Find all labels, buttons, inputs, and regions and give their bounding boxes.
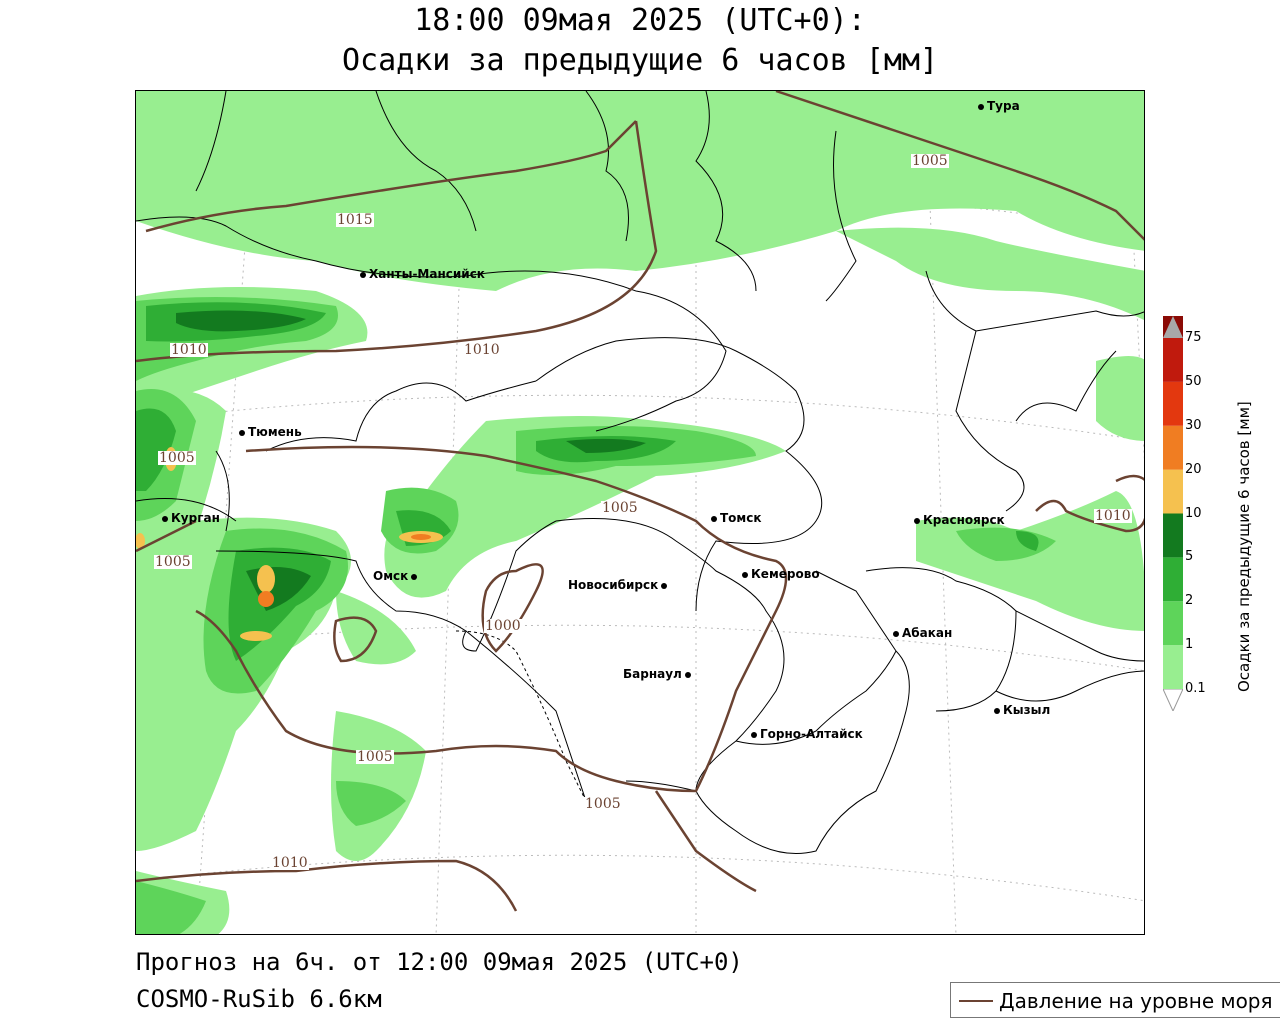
admin-borders [136,91,1144,854]
model-name: COSMO-RuSib 6.6км [136,985,382,1013]
city-marker-icon [893,630,899,637]
city-marker-icon [914,517,920,524]
precipitation-map: 1015 1010 1010 1005 1005 1005 1000 1005 … [135,90,1145,935]
city-label: Новосибирск [568,578,670,592]
map-canvas [136,91,1144,934]
colorbar-cell [1163,645,1183,689]
isobar-label: 1010 [463,342,501,358]
pressure-line-icon [959,1000,993,1002]
colorbar-cell [1163,469,1183,514]
city-marker-icon [742,571,748,578]
city-marker-icon [661,582,668,589]
city-label: Горно-Алтайск [751,727,863,741]
precip-intense [136,447,443,641]
city-marker-icon [239,429,245,436]
colorbar-tick-label: 2 [1185,593,1194,609]
precip-light [136,91,1144,934]
forecast-info: Прогноз на 6ч. от 12:00 09мая 2025 (UTC+… [136,948,743,976]
precip-colorbar [1163,316,1183,711]
colorbar-cell [1163,601,1183,646]
city-marker-icon [411,573,418,580]
city-label: Ханты-Мансийск [360,267,485,281]
isobar-label: 1010 [1094,508,1132,524]
city-label: Тура [978,99,1020,113]
state-border [455,630,587,802]
city-marker-icon [162,515,168,522]
isobars [136,91,1144,912]
isobar-label: 1005 [356,749,394,765]
city-label: Тюмень [239,425,302,439]
city-label: Красноярск [914,513,1005,527]
city-marker-icon [978,103,984,110]
city-label: Кемерово [742,567,820,581]
city-label: Томск [711,511,762,525]
colorbar-cell [1163,338,1183,382]
colorbar-title: Осадки за предыдущие 6 часов [мм] [1235,401,1253,692]
isobar-label: 1005 [911,153,949,169]
city-label: Кызыл [994,703,1050,717]
isobar-label: 1000 [484,618,522,634]
isobar-label: 1005 [601,500,639,516]
colorbar-tick-label: 5 [1185,549,1194,565]
colorbar-tick-label: 20 [1185,461,1202,477]
city-marker-icon [360,271,366,278]
colorbar-cell [1163,513,1183,558]
city-marker-icon [751,731,757,738]
isobar-label: 1005 [154,554,192,570]
colorbar-under-arrow [1163,688,1183,711]
colorbar-over-arrow [1163,316,1183,338]
colorbar-cell [1163,557,1183,602]
city-marker-icon [684,671,691,678]
map-subtitle: Осадки за предыдущие 6 часов [мм] [341,43,939,78]
colorbar-cell [1163,425,1183,470]
colorbar-tick-label: 0.1 [1185,681,1206,696]
colorbar-tick-label: 30 [1185,417,1202,433]
colorbar-tick-label: 50 [1185,373,1202,389]
city-label: Барнаул [623,667,694,681]
pressure-legend: Давление на уровне моря [950,982,1280,1018]
city-marker-icon [711,515,717,522]
colorbar-tick-label: 10 [1185,505,1202,521]
colorbar-cell [1163,381,1183,426]
city-label: Омск [373,569,420,583]
isobar-label: 1010 [271,855,309,871]
isobar-label: 1005 [584,796,622,812]
city-label: Абакан [893,626,952,640]
colorbar-tick-label: 75 [1185,330,1202,345]
isobar-label: 1010 [170,342,208,358]
pressure-legend-label: Давление на уровне моря [999,989,1273,1013]
map-title: 18:00 09мая 2025 (UTC+0): [414,3,866,38]
city-label: Курган [162,511,220,525]
isobar-label: 1015 [336,212,374,228]
city-marker-icon [994,707,1000,714]
colorbar-tick-label: 1 [1185,637,1194,653]
isobar-label: 1005 [158,450,196,466]
